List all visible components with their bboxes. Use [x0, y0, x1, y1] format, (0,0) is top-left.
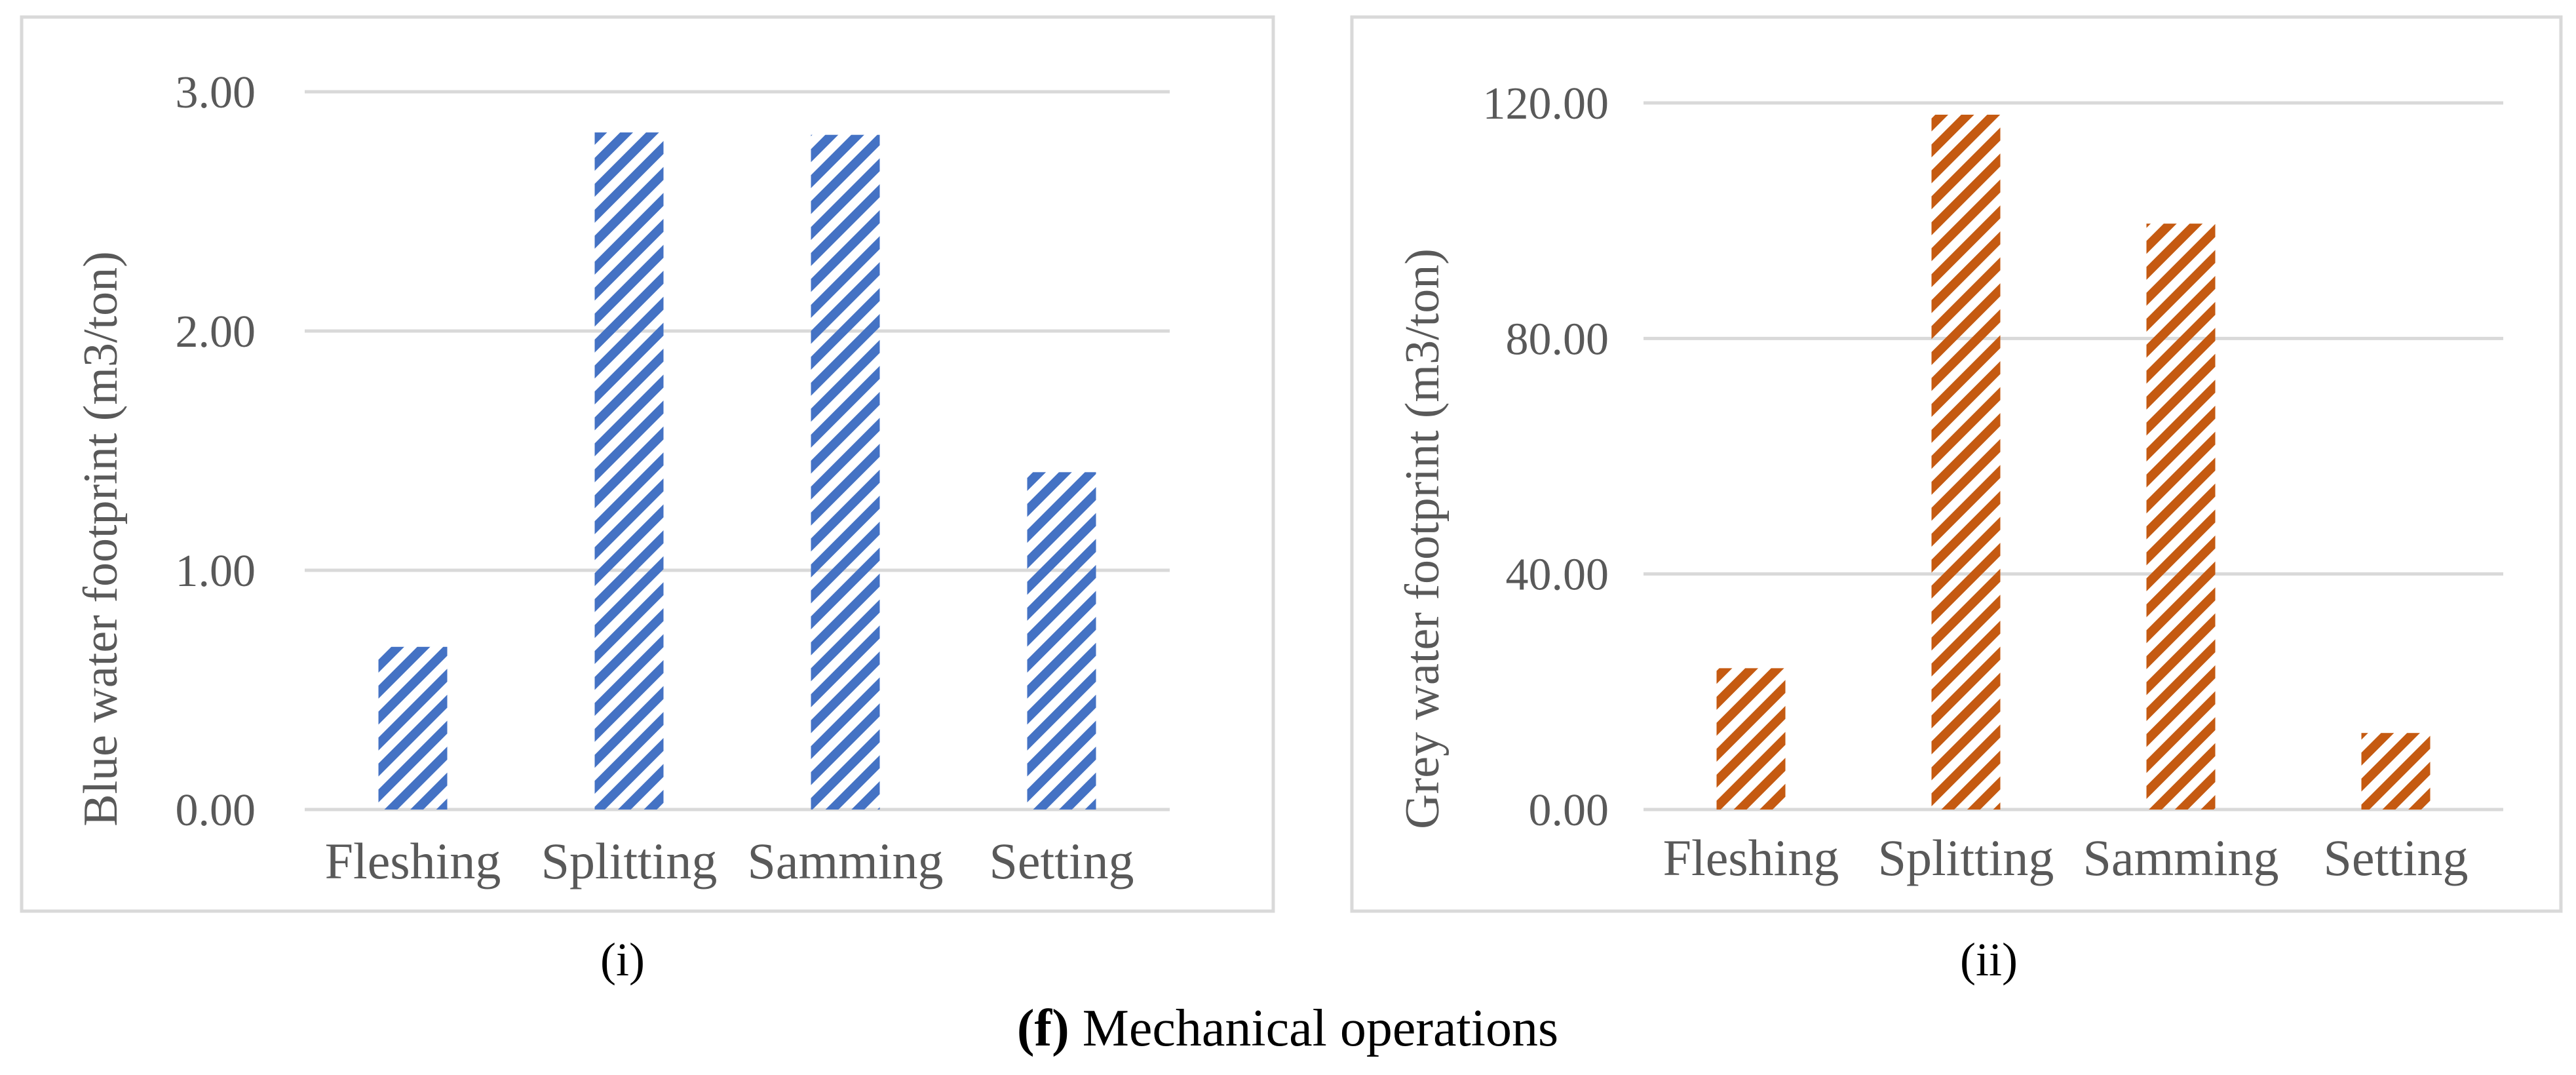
bar-setting [1027, 472, 1096, 810]
y-tick-labels: 0.00 1.00 2.00 3.00 [176, 68, 256, 836]
bar-splitting [594, 132, 664, 810]
x-category-label: Splitting [1878, 829, 2054, 886]
gridlines [1644, 101, 2503, 811]
gridlines [305, 90, 1170, 811]
figure-caption: (f) Mechanical operations [1017, 1000, 1558, 1057]
bar-splitting [1931, 114, 2001, 810]
panel-label: (i) [600, 933, 645, 986]
bar-setting [2361, 733, 2431, 810]
bar-fleshing [378, 646, 448, 810]
x-category-label: Setting [989, 832, 1134, 889]
bar-fleshing [1716, 668, 1786, 810]
bar-samming [811, 134, 880, 810]
y-tick-label: 120.00 [1483, 79, 1609, 129]
y-tick-label: 0.00 [1529, 785, 1609, 836]
panel-label: (ii) [1960, 933, 2018, 986]
figure-caption-text: Mechanical operations [1069, 1000, 1558, 1057]
bars [378, 132, 1096, 810]
chart-panel-blue-water: 0.00 1.00 2.00 3.00 Fleshing Splitting Sammin… [20, 15, 1275, 986]
x-category-label: Splitting [541, 832, 718, 889]
x-category-label: Samming [747, 832, 943, 889]
bars [1716, 114, 2431, 810]
y-axis-title: Blue water footprint (m3/ton) [74, 251, 128, 827]
y-axis-title: Grey water footprint (m3/ton) [1396, 248, 1450, 829]
y-tick-label: 40.00 [1506, 550, 1609, 600]
category-labels: Fleshing Splitting Samming Setting [325, 832, 1134, 889]
x-category-label: Samming [2083, 829, 2278, 886]
y-tick-label: 80.00 [1506, 314, 1609, 364]
y-tick-label: 1.00 [176, 546, 256, 596]
chart-panel-grey-water: 0.00 40.00 80.00 120.00 Fleshing Splitting Sa… [1350, 15, 2563, 986]
y-tick-label: 2.00 [176, 307, 256, 357]
y-tick-labels: 0.00 40.00 80.00 120.00 [1483, 79, 1609, 836]
x-category-label: Setting [2323, 829, 2468, 886]
y-tick-label: 0.00 [176, 785, 256, 836]
category-labels: Fleshing Splitting Samming Setting [1663, 829, 2469, 886]
x-category-label: Fleshing [325, 832, 501, 889]
figure-caption-letter: (f) [1017, 1000, 1069, 1057]
y-tick-label: 3.00 [176, 68, 256, 118]
bar-samming [2146, 224, 2216, 810]
x-category-label: Fleshing [1663, 829, 1839, 886]
